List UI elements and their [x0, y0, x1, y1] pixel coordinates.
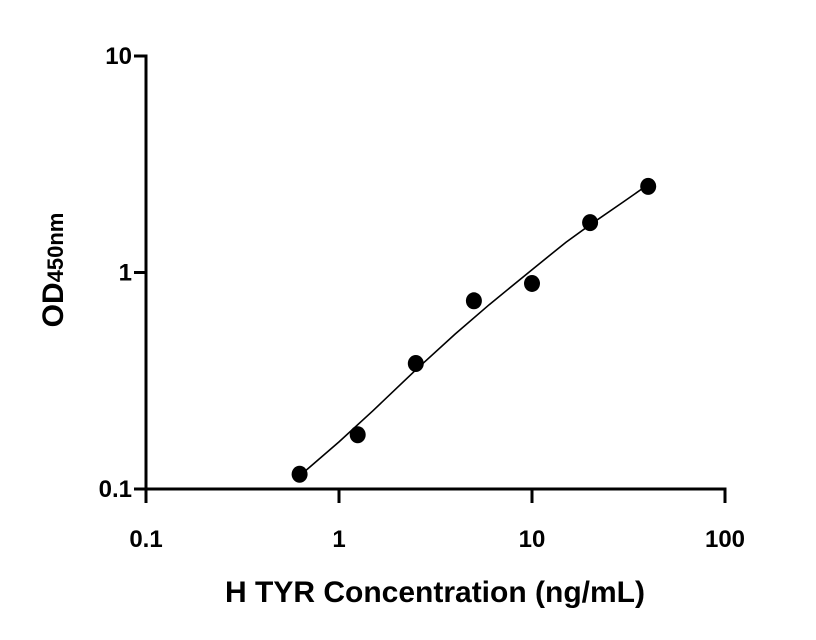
x-tick-label: 0.1: [129, 526, 162, 553]
y-axis-title-sub: 450nm: [43, 213, 68, 283]
x-tick-label: 10: [519, 526, 546, 553]
x-tick-label: 100: [705, 526, 745, 553]
data-point: [640, 177, 657, 195]
y-tick-label: 10: [105, 43, 132, 70]
x-axis-title: H TYR Concentration (ng/mL): [225, 576, 645, 609]
data-point: [291, 465, 308, 483]
y-axis-title: OD450nm: [37, 213, 70, 328]
y-tick-label: 0.1: [99, 476, 132, 503]
fit-curve: [299, 183, 649, 477]
data-point: [465, 292, 482, 310]
data-points: [291, 177, 657, 483]
data-point: [407, 354, 424, 372]
x-ticks: 0.1 1 10 100: [129, 489, 745, 553]
x-tick-label: 1: [332, 526, 345, 553]
data-point: [349, 426, 366, 444]
y-tick-label: 1: [119, 260, 132, 287]
data-point: [582, 214, 599, 232]
y-axis-title-main: OD: [37, 282, 70, 327]
axes: [144, 54, 727, 491]
data-point: [524, 274, 540, 292]
y-ticks: 0.1 1 10: [99, 43, 146, 503]
